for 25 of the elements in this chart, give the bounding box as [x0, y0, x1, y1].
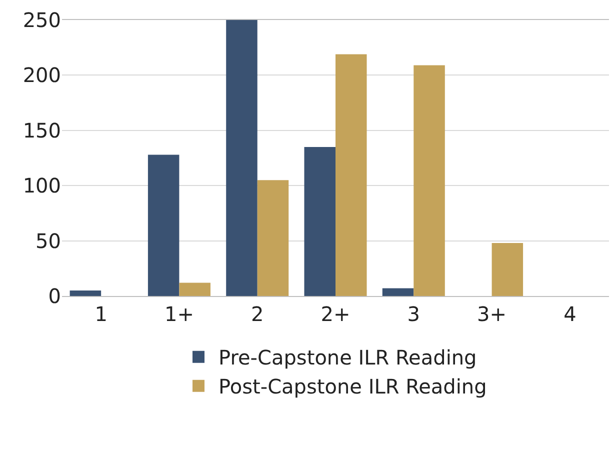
bar — [414, 65, 445, 296]
bar — [382, 288, 414, 296]
y-tick-label: 100 — [22, 174, 61, 198]
bar — [257, 180, 289, 296]
x-tick-label: 2+ — [320, 302, 350, 326]
y-tick-label: 200 — [22, 63, 61, 88]
bar — [304, 146, 336, 296]
legend-label: Pre-Capstone ILR Reading — [218, 346, 477, 370]
x-tick-label: 4 — [564, 302, 576, 326]
bar — [70, 290, 102, 296]
x-tick-label: 1 — [94, 302, 108, 326]
x-tick-label: 3 — [407, 302, 420, 326]
bar — [148, 154, 180, 296]
y-tick-label: 0 — [48, 284, 61, 308]
y-tick-label: 150 — [22, 118, 61, 142]
y-tick-label: 250 — [22, 8, 61, 32]
x-tick-label: 3+ — [477, 302, 507, 326]
bar — [336, 54, 367, 296]
y-tick-label: 50 — [36, 228, 61, 253]
bar — [226, 20, 258, 296]
x-tick-label: 1+ — [164, 302, 194, 326]
bar — [179, 282, 210, 296]
bar — [492, 243, 524, 296]
legend-label: Post-Capstone ILR Reading — [218, 374, 487, 399]
x-tick-label: 2 — [250, 302, 264, 326]
